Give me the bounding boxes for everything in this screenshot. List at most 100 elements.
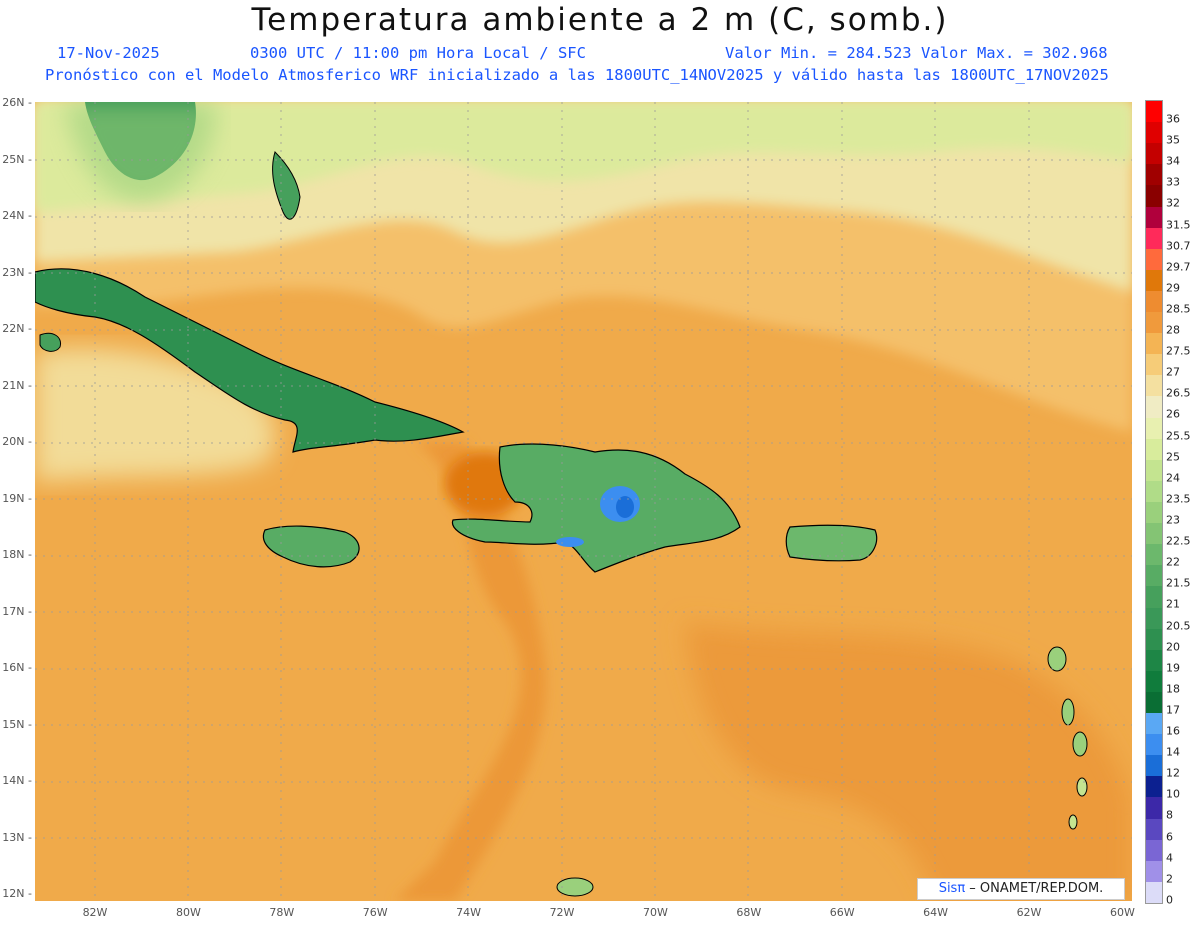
curacao-island bbox=[556, 877, 594, 897]
colorbar-cell bbox=[1146, 185, 1162, 207]
colorbar-cell bbox=[1146, 586, 1162, 608]
colorbar-label: 16 bbox=[1166, 724, 1180, 738]
colorbar-cell bbox=[1146, 839, 1162, 862]
colorbar-cell bbox=[1146, 269, 1162, 292]
colorbar-cell bbox=[1146, 649, 1162, 672]
hispaniola-peak bbox=[616, 496, 634, 518]
florida-halo bbox=[65, 102, 216, 202]
haiti-highlands bbox=[556, 537, 584, 547]
lat-label: 14N - bbox=[2, 774, 32, 787]
lon-label: 80W bbox=[175, 906, 201, 919]
lat-label: 21N - bbox=[2, 378, 32, 392]
forecast-time: 0300 UTC / 11:00 pm Hora Local / SFC bbox=[250, 44, 586, 62]
lat-label: 18N - bbox=[2, 548, 32, 561]
colorbar-label: 36 bbox=[1166, 112, 1180, 126]
hispaniola-land bbox=[451, 443, 741, 573]
colorbar-label: 26 bbox=[1166, 407, 1180, 421]
colorbar-cell bbox=[1146, 565, 1162, 587]
lon-label: 74W bbox=[456, 906, 482, 919]
colorbar-label: 19 bbox=[1166, 661, 1180, 675]
colorbar-cell bbox=[1146, 164, 1162, 186]
colorbar-cell bbox=[1146, 691, 1162, 714]
colorbar-label: 34 bbox=[1166, 154, 1180, 168]
lon-label: 72W bbox=[549, 906, 575, 919]
colorbar-cell bbox=[1146, 206, 1162, 229]
colorbar-cell bbox=[1146, 818, 1162, 841]
puerto-rico-land bbox=[785, 524, 878, 562]
lat-label: 25N - bbox=[2, 152, 32, 166]
sispi-logo: Sisπ bbox=[938, 881, 966, 896]
south-warm-streak-1 bbox=[395, 442, 547, 901]
colorbar-cell bbox=[1146, 375, 1162, 397]
colorbar-label: 12 bbox=[1166, 766, 1180, 780]
colorbar-cell bbox=[1146, 438, 1162, 461]
colorbar-label: 2 bbox=[1166, 872, 1173, 886]
lat-label: 13N - bbox=[2, 830, 32, 844]
min-max-values: Valor Min. = 284.523 Valor Max. = 302.96… bbox=[725, 44, 1108, 62]
colorbar-cell bbox=[1146, 248, 1162, 271]
colorbar-label: 33 bbox=[1166, 175, 1180, 189]
colorbar-label: 14 bbox=[1166, 745, 1180, 759]
lat-label: 19N - bbox=[2, 491, 32, 505]
colorbar-label: 17 bbox=[1166, 703, 1180, 717]
colorbar-label: 23 bbox=[1166, 513, 1180, 527]
st-vincent-island bbox=[1068, 814, 1078, 830]
colorbar-cell bbox=[1146, 480, 1162, 503]
south-warm-streak-2 bbox=[685, 622, 1132, 901]
colorbar-label: 20 bbox=[1166, 640, 1180, 654]
north-band-light-green bbox=[35, 102, 1132, 212]
isla-juventud bbox=[39, 332, 62, 352]
andros-island bbox=[272, 151, 301, 220]
colorbar-label: 30.7 bbox=[1166, 239, 1191, 253]
colorbar-cell bbox=[1146, 417, 1162, 440]
credit-text: – ONAMET/REP.DOM. bbox=[965, 881, 1104, 896]
colorbar-label: 6 bbox=[1166, 830, 1173, 844]
colorbar-cell bbox=[1146, 523, 1162, 545]
colorbar-label: 20.5 bbox=[1166, 619, 1191, 633]
colorbar-label: 22 bbox=[1166, 555, 1180, 569]
colorbar-cell bbox=[1146, 734, 1162, 756]
guadeloupe-island bbox=[1047, 646, 1067, 672]
colorbar-cell bbox=[1146, 396, 1162, 419]
colorbar-cell bbox=[1146, 459, 1162, 482]
forecast-date: 17-Nov-2025 bbox=[57, 44, 160, 62]
colorbar-label: 21 bbox=[1166, 597, 1180, 611]
grid-lines bbox=[35, 102, 1132, 901]
colorbar-label: 25 bbox=[1166, 450, 1180, 464]
lon-label: 70W bbox=[642, 906, 668, 919]
colorbar-cell bbox=[1146, 544, 1162, 566]
colorbar-label: 18 bbox=[1166, 682, 1180, 696]
lon-label: 64W bbox=[923, 906, 949, 919]
colorbar-cell bbox=[1146, 101, 1162, 123]
lon-label: 66W bbox=[829, 906, 855, 919]
colorbar-cell bbox=[1146, 502, 1162, 524]
colorbar-label: 29 bbox=[1166, 281, 1180, 295]
colorbar-label: 26.5 bbox=[1166, 386, 1191, 400]
colorbar-label: 21.5 bbox=[1166, 576, 1191, 590]
colorbar-label: 29.7 bbox=[1166, 260, 1191, 274]
lat-label: 17N - bbox=[2, 604, 32, 618]
credit-box: Sisπ – ONAMET/REP.DOM. bbox=[917, 878, 1125, 900]
colorbar-label: 25.5 bbox=[1166, 429, 1191, 443]
colorbar-label: 31.5 bbox=[1166, 218, 1191, 232]
lat-label: 20N - bbox=[2, 435, 32, 448]
jamaica-land bbox=[262, 525, 360, 568]
lon-label: 76W bbox=[362, 906, 388, 919]
colorbar-label: 4 bbox=[1166, 851, 1173, 865]
colorbar-cell bbox=[1146, 713, 1162, 735]
colorbar-label: 32 bbox=[1166, 196, 1180, 210]
colorbar-cell bbox=[1146, 628, 1162, 651]
colorbar-cell bbox=[1146, 333, 1162, 355]
lat-label: 23N - bbox=[2, 265, 32, 279]
lat-label: 22N - bbox=[2, 322, 32, 335]
lat-label: 16N - bbox=[2, 661, 32, 674]
colorbar-cell bbox=[1146, 755, 1162, 777]
cuba-land bbox=[35, 268, 465, 453]
model-info-line: Pronóstico con el Modelo Atmosferico WRF… bbox=[45, 66, 1109, 84]
temperature-map[interactable] bbox=[35, 102, 1132, 901]
lat-label: 15N - bbox=[2, 717, 32, 731]
dominica-island bbox=[1061, 698, 1075, 726]
colorbar-cell bbox=[1146, 122, 1162, 144]
colorbar-cell bbox=[1146, 290, 1162, 313]
lat-label: 24N - bbox=[2, 209, 32, 222]
